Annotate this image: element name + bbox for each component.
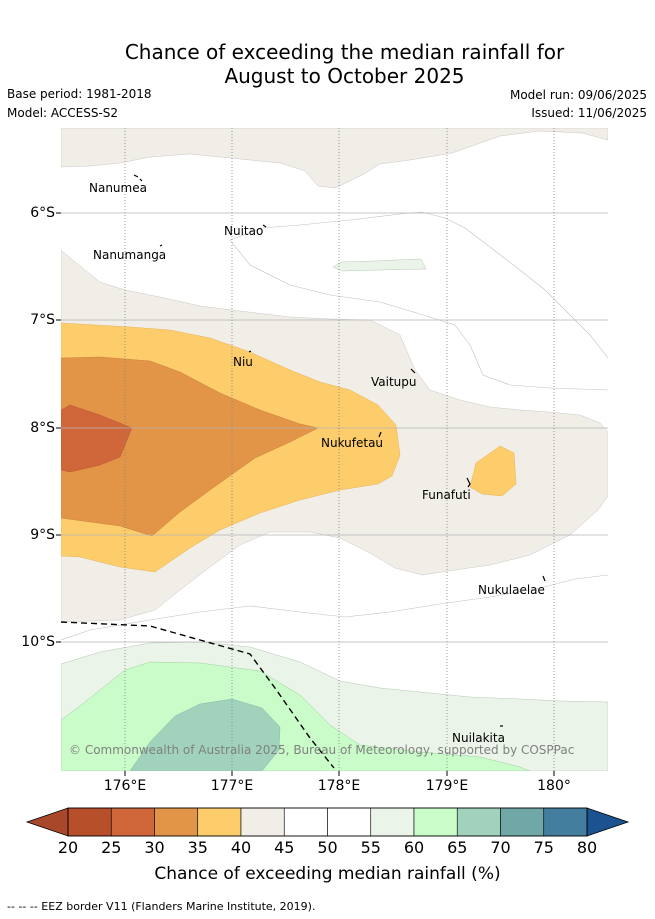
colorbar-segment bbox=[456, 807, 501, 837]
place-label-nuilakita: Nuilakita bbox=[452, 731, 505, 745]
place-label-niu: Niu bbox=[233, 355, 253, 369]
colorbar-segment bbox=[327, 807, 372, 837]
colorbar-tick-label: 60 bbox=[403, 838, 425, 857]
colorbar-segments bbox=[67, 807, 588, 837]
colorbar-segment bbox=[67, 807, 112, 837]
issued-label: Issued: 11/06/2025 bbox=[531, 106, 647, 120]
eez-border bbox=[61, 621, 335, 769]
title-line-1: Chance of exceeding the median rainfall … bbox=[124, 40, 565, 64]
copyright-notice: © Commonwealth of Australia 2025, Bureau… bbox=[69, 743, 575, 757]
lon-label-177e: 177°E bbox=[210, 778, 254, 794]
zone-55-60-patch bbox=[332, 258, 427, 272]
island-niu bbox=[248, 350, 252, 353]
place-label-funafuti: Funafuti bbox=[422, 488, 471, 502]
model-run-label: Model run: 09/06/2025 bbox=[509, 88, 647, 102]
contour-lines bbox=[61, 211, 608, 641]
colorbar-tick-label: 45 bbox=[274, 838, 295, 857]
zone-25-30 bbox=[61, 404, 133, 473]
island-nanumea bbox=[133, 174, 143, 182]
colorbar-tick-label: 40 bbox=[230, 838, 252, 857]
lat-label-8s: 8°S bbox=[30, 420, 55, 436]
lat-label-6s: 6°S bbox=[30, 205, 55, 221]
place-label-nuitao: Nuitao bbox=[224, 224, 264, 238]
latitude-gridlines bbox=[61, 212, 608, 643]
colorbar-segment bbox=[197, 807, 242, 837]
zone-40-45-north bbox=[61, 128, 608, 189]
colorbar-segment bbox=[370, 807, 415, 837]
island-nuitao bbox=[262, 224, 267, 228]
colorbar-segment bbox=[240, 807, 285, 837]
colorbar-tick-label: 25 bbox=[101, 838, 122, 857]
colorbar-tick-label: 80 bbox=[576, 838, 598, 857]
colorbar-segment bbox=[154, 807, 199, 837]
colorbar-title: Chance of exceeding median rainfall (%) bbox=[154, 864, 501, 884]
colorbar-tick-label: 35 bbox=[187, 838, 208, 857]
longitude-gridlines bbox=[124, 128, 555, 771]
colorbar-tick-label: 30 bbox=[144, 838, 165, 857]
colorbar-tick-label: 70 bbox=[490, 838, 511, 857]
zone-35-40-patch bbox=[469, 445, 517, 497]
base-period-label: Base period: 1981-2018 bbox=[7, 87, 152, 101]
island-markers bbox=[133, 174, 546, 727]
title-line-2: August to October 2025 bbox=[224, 64, 465, 88]
chart-title: Chance of exceeding the median rainfall … bbox=[0, 40, 655, 88]
place-label-nukufetau: Nukufetau bbox=[321, 436, 384, 450]
island-nukulaelae bbox=[542, 575, 546, 582]
lon-label-179e: 179°E bbox=[425, 778, 469, 794]
place-label-vaitupu: Vaitupu bbox=[371, 375, 417, 389]
place-label-nanumea: Nanumea bbox=[89, 181, 147, 195]
colorbar-tick-label: 20 bbox=[57, 838, 79, 857]
place-label-nanumanga: Nanumanga bbox=[93, 248, 167, 262]
map-area bbox=[61, 128, 608, 771]
island-vaitupu bbox=[410, 368, 416, 374]
colorbar-under-arrow bbox=[25, 807, 69, 837]
lat-label-10s: 10°S bbox=[21, 634, 55, 650]
eez-legend-note: -- -- -- EEZ border V11 (Flanders Marine… bbox=[7, 900, 316, 913]
axis-ticks bbox=[56, 212, 555, 776]
lon-label-178e: 178°E bbox=[317, 778, 361, 794]
zone-65-70 bbox=[129, 698, 281, 771]
colorbar-segment bbox=[500, 807, 545, 837]
model-label: Model: ACCESS-S2 bbox=[7, 106, 119, 120]
colorbar-segment bbox=[283, 807, 328, 837]
place-label-nukulaelae: Nukulaelae bbox=[478, 583, 545, 597]
lon-label-176e: 176°E bbox=[103, 778, 147, 794]
island-nanumanga bbox=[159, 244, 163, 247]
lon-label-180: 180° bbox=[537, 778, 571, 794]
island-nukufetau bbox=[378, 431, 382, 438]
colorbar-tick-label: 50 bbox=[317, 838, 338, 857]
colorbar-tick-label: 75 bbox=[533, 838, 554, 857]
island-funafuti bbox=[466, 477, 471, 488]
colorbar-segment bbox=[413, 807, 458, 837]
lat-label-7s: 7°S bbox=[30, 312, 55, 328]
lat-label-9s: 9°S bbox=[30, 527, 55, 543]
colorbar-tick-label: 55 bbox=[360, 838, 381, 857]
colorbar-segment bbox=[110, 807, 155, 837]
colorbar-over-arrow bbox=[586, 807, 630, 837]
colorbar-tick-label: 65 bbox=[447, 838, 468, 857]
colorbar-segment bbox=[543, 807, 588, 837]
colorbar bbox=[25, 807, 630, 837]
